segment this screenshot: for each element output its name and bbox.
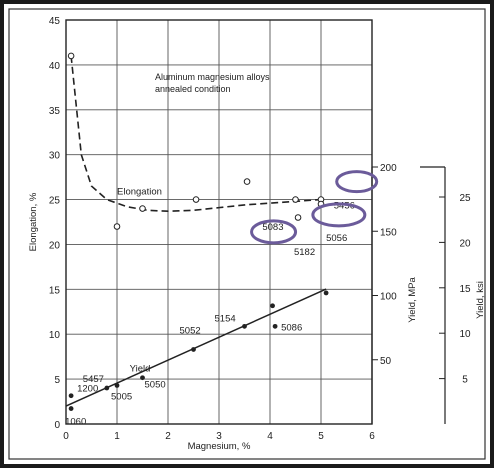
mpa-tick-label: 200 (380, 163, 397, 174)
yield-point (104, 385, 110, 391)
x-tick-label: 2 (165, 431, 171, 442)
y-left-tick-label: 5 (54, 375, 60, 386)
annotation-text: Aluminum magnesium alloys (155, 72, 270, 82)
mpa-tick-label: 150 (380, 227, 397, 238)
x-tick-label: 6 (369, 431, 375, 442)
elongation-point (139, 205, 146, 212)
yield-point (272, 323, 278, 329)
mpa-tick-label: 100 (380, 292, 397, 303)
yield-point-label: 5083 (262, 222, 283, 233)
inner-frame (8, 8, 486, 460)
alloy-label-5182: 5182 (294, 247, 315, 258)
ksi-tick-label: 5 (462, 375, 468, 386)
yield-point-label: 1200 (77, 384, 98, 395)
yield-line (65, 288, 327, 407)
elongation-series-label: Elongation (117, 187, 162, 198)
elongation-point (243, 178, 251, 185)
yield-point-label: 5050 (145, 380, 166, 391)
yield-point-label: 5154 (215, 313, 236, 324)
elongation-point (192, 196, 200, 203)
yield-point (140, 375, 145, 381)
elongation-point (67, 52, 75, 60)
highlight-ellipse-top (335, 170, 379, 194)
mpa-tick-label: 50 (380, 356, 392, 367)
x-tick-label: 4 (267, 431, 273, 442)
x-tick-label: 0 (63, 431, 69, 442)
elongation-point (294, 214, 302, 221)
elongation-curve (70, 55, 322, 213)
yield-point (270, 303, 275, 309)
y-left-tick-label: 30 (49, 151, 61, 162)
y-left-tick-label: 0 (54, 420, 60, 431)
yield-point (242, 323, 247, 329)
y-left-tick-label: 25 (49, 196, 61, 207)
x-tick-label: 3 (216, 431, 222, 442)
ksi-tick-label: 25 (459, 193, 471, 204)
yield-series-label: Yield (130, 363, 151, 374)
ksi-tick-label: 10 (459, 329, 471, 340)
elongation-point (292, 196, 299, 203)
ksi-tick-label: 20 (459, 238, 471, 249)
annotation-text: annealed condition (155, 84, 231, 94)
y-left-tick-label: 20 (49, 240, 61, 251)
x-tick-label: 5 (318, 431, 324, 442)
x-axis-title: Magnesium, % (188, 441, 251, 452)
ksi-axis-title: Yield, ksi (475, 281, 486, 319)
yield-point-label: 5005 (111, 391, 132, 402)
yield-point-label: 5086 (281, 322, 302, 333)
yield-point (68, 406, 74, 411)
y-left-tick-label: 40 (49, 61, 61, 72)
yield-point-label: 5457 (83, 374, 104, 385)
yield-point-label: 5052 (180, 325, 201, 336)
yield-point-label: 5456 (334, 201, 355, 212)
ksi-tick-label: 15 (459, 284, 471, 295)
y-left-tick-label: 35 (49, 106, 61, 117)
highlight-ellipse-5456 (311, 202, 367, 228)
yield-point-label: 1060 (65, 417, 86, 428)
y-left-tick-label: 10 (49, 330, 61, 341)
yield-point (191, 347, 196, 352)
highlight-ellipse-5083 (250, 219, 298, 245)
yield-point (323, 290, 329, 296)
mpa-axis-title: Yield, MPa (407, 276, 418, 322)
y-left-axis-title: Elongation, % (28, 192, 39, 251)
yield-point (68, 393, 74, 399)
y-left-tick-label: 45 (49, 16, 61, 27)
alloy-label-5056: 5056 (326, 233, 347, 244)
yield-point (114, 383, 120, 388)
y-left-tick-label: 15 (49, 285, 61, 296)
x-tick-label: 1 (114, 431, 120, 442)
elongation-point (113, 223, 121, 230)
